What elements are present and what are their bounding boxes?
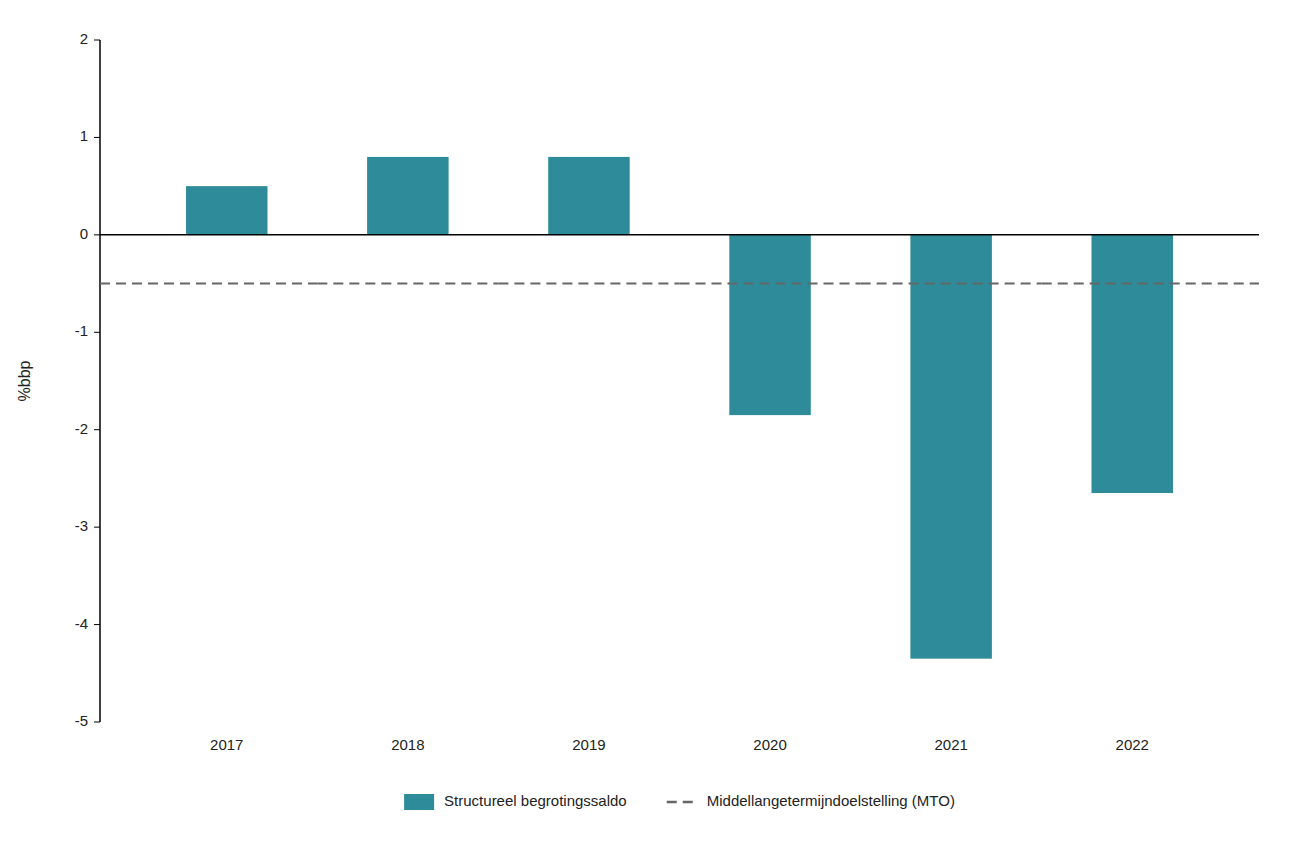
y-tick-label: -5 bbox=[75, 712, 88, 729]
legend-label: Middellangetermijndoelstelling (MTO) bbox=[707, 792, 955, 809]
line-segment bbox=[317, 283, 498, 285]
plot-area bbox=[186, 157, 1173, 659]
y-tick bbox=[94, 722, 100, 723]
line-area bbox=[100, 283, 1259, 284]
legend-label: Structureel begrotingssaldo bbox=[444, 792, 627, 809]
y-tick bbox=[94, 137, 100, 138]
zero-line bbox=[100, 234, 1259, 236]
x-tick-label: 2022 bbox=[1116, 736, 1149, 753]
line-segment bbox=[680, 283, 861, 285]
y-tick bbox=[94, 234, 100, 235]
y-tick bbox=[94, 332, 100, 333]
background bbox=[0, 0, 1299, 852]
bar bbox=[367, 157, 448, 235]
legend: Structureel begrotingssaldo Middellangete… bbox=[404, 792, 955, 810]
bar bbox=[1091, 235, 1172, 493]
y-tick-label: -2 bbox=[75, 420, 88, 437]
y-tick-label: -1 bbox=[75, 322, 88, 339]
x-tick-label: 2019 bbox=[572, 736, 605, 753]
bar-series bbox=[186, 157, 1173, 659]
y-tick-label: 1 bbox=[80, 127, 88, 144]
y-axis-label: %bbp bbox=[16, 360, 33, 401]
chart-container: -5 -4 -3 -2 -1 0 1 2 %bbp 2017 2018 2019 2020 2021 202… bbox=[0, 0, 1299, 852]
y-tick-label: -3 bbox=[75, 517, 88, 534]
y-tick-label: 0 bbox=[80, 225, 88, 242]
y-tick bbox=[94, 624, 100, 625]
legend-item: Structureel begrotingssaldo bbox=[404, 792, 627, 810]
y-axis: -5 -4 -3 -2 -1 0 1 2 bbox=[75, 30, 100, 729]
chart-svg: -5 -4 -3 -2 -1 0 1 2 %bbp 2017 2018 2019 2020 2021 202… bbox=[0, 0, 1299, 852]
bar bbox=[186, 186, 267, 235]
line-segment bbox=[498, 283, 679, 285]
y-axis-line bbox=[99, 40, 101, 722]
x-tick-label: 2021 bbox=[934, 736, 967, 753]
bar bbox=[548, 157, 629, 235]
x-tick-label: 2018 bbox=[391, 736, 424, 753]
y-tick bbox=[94, 527, 100, 528]
legend-swatch bbox=[667, 801, 697, 804]
line-segment bbox=[100, 283, 317, 285]
x-tick-label: 2020 bbox=[753, 736, 786, 753]
bar bbox=[910, 235, 991, 659]
y-tick-label: -4 bbox=[75, 615, 88, 632]
x-tick-label: 2017 bbox=[210, 736, 243, 753]
y-tick-label: 2 bbox=[80, 30, 88, 47]
y-tick bbox=[94, 429, 100, 430]
y-tick bbox=[94, 40, 100, 41]
bar bbox=[729, 235, 810, 415]
line-segment bbox=[1042, 283, 1259, 285]
line-segment bbox=[861, 283, 1042, 285]
legend-swatch bbox=[404, 794, 434, 810]
line-series bbox=[100, 283, 1259, 284]
legend-item: Middellangetermijndoelstelling (MTO) bbox=[667, 792, 955, 809]
x-axis: 2017 2018 2019 2020 2021 2022 bbox=[210, 736, 1149, 753]
